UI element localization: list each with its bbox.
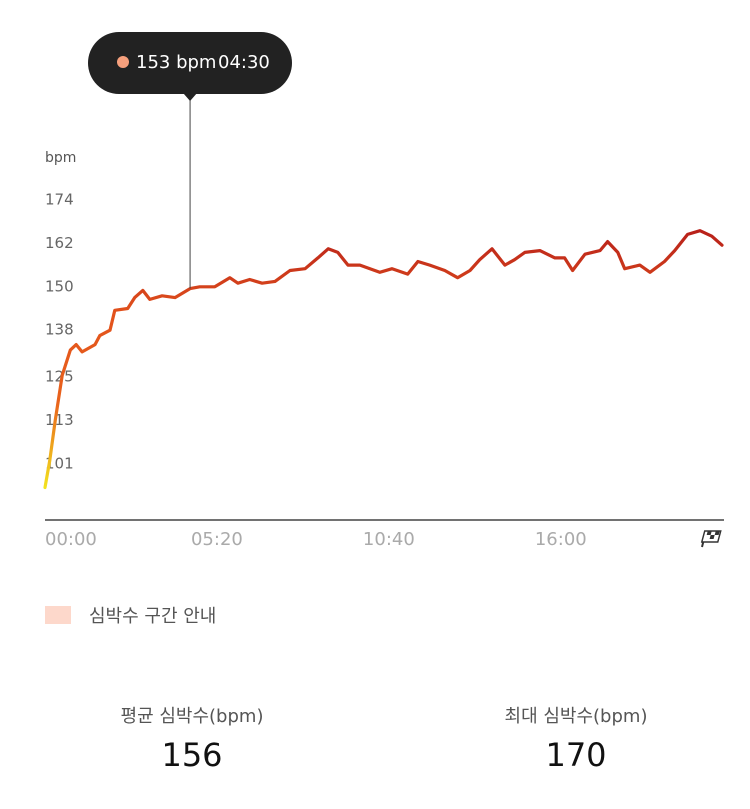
heart-rate-line [43, 229, 724, 490]
stat-value: 170 [545, 736, 607, 774]
legend-swatch [45, 606, 71, 624]
finish-flag [700, 530, 722, 548]
tooltip-value: 153 bpm [136, 52, 216, 73]
tooltip-dot [117, 56, 129, 68]
x-tick-label: 00:00 [45, 529, 97, 550]
chart: bpm 101 113 125 138 150 162 174 00:00 05:20 10:40… [43, 32, 724, 550]
x-tick-label: 10:40 [363, 529, 415, 550]
stat: 최대 심박수(bpm) 170 [426, 702, 726, 774]
stat: 평균 심박수(bpm) 156 [42, 702, 342, 774]
y-tick-label: 113 [45, 411, 74, 429]
legend: 심박수 구간 안내 [45, 602, 216, 628]
y-tick-label: 101 [45, 454, 74, 472]
y-axis-label: bpm [45, 150, 76, 166]
y-tick-label: 174 [45, 191, 74, 209]
tooltip-time: 04:30 [218, 52, 270, 73]
x-tick-label: 16:00 [535, 529, 587, 550]
y-tick-label: 150 [45, 277, 74, 295]
legend-label: 심박수 구간 안내 [89, 606, 217, 627]
tooltip-box [88, 32, 292, 94]
x-tick-label: 05:20 [191, 529, 243, 550]
tooltip-arrow [183, 93, 198, 101]
stat-label: 평균 심박수(bpm) [120, 706, 264, 727]
y-tick-label: 138 [45, 321, 74, 339]
y-tick-label: 125 [45, 368, 74, 386]
stat-value: 156 [161, 736, 223, 774]
stat-label: 최대 심박수(bpm) [504, 706, 648, 727]
y-tick-label: 162 [45, 234, 74, 252]
